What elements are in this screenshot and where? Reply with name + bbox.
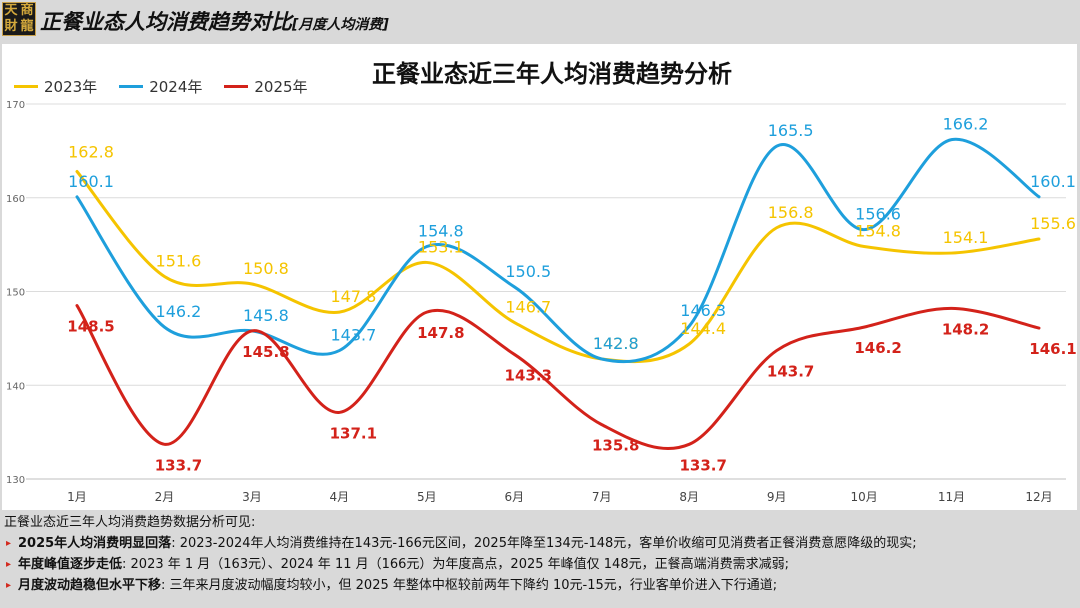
data-label: 148.5	[67, 318, 114, 336]
legend-label-2023: 2023年	[44, 78, 98, 96]
logo-char: 財	[4, 19, 18, 34]
x-tick-label: 7月	[592, 490, 612, 504]
data-label: 165.5	[768, 121, 814, 140]
data-label: 160.1	[1030, 172, 1076, 191]
triangle-bullet-icon: ▸	[6, 538, 12, 549]
legend-item-2024: 2024年	[119, 76, 202, 97]
data-label: 133.7	[679, 456, 726, 474]
y-tick-label: 160	[6, 194, 25, 205]
data-label: 145.8	[243, 306, 289, 325]
series-line-2023年	[75, 170, 1041, 364]
data-label: 145.8	[242, 343, 289, 361]
data-label: 146.2	[156, 302, 202, 321]
note-bullet: ▸ 年度峰值逐步走低: 2023 年 1 月（163元）、2024 年 11 月…	[4, 554, 1076, 575]
x-tick-label: 3月	[242, 490, 262, 504]
note-bullet: ▸ 2025年人均消费明显回落: 2023-2024年人均消费维持在143元-1…	[4, 533, 1076, 554]
data-label: 156.8	[768, 203, 814, 222]
legend-label-2025: 2025年	[254, 78, 308, 96]
page-title-text: 正餐业态人均消费趋势对比	[40, 10, 292, 34]
chart-title: 正餐业态近三年人均消费趋势分析	[372, 60, 732, 88]
data-label: 162.8	[68, 143, 114, 162]
legend-swatch-2025	[224, 85, 249, 88]
data-label: 144.4	[680, 319, 726, 338]
x-tick-label: 1月	[67, 490, 87, 504]
logo-char: 商	[20, 3, 34, 18]
x-tick-label: 9月	[767, 490, 787, 504]
data-label: 147.8	[417, 324, 464, 342]
data-label: 151.6	[156, 252, 202, 271]
note-bullet: ▸ 月度波动趋稳但水平下移: 三年来月度波动幅度均较小，但 2025 年整体中枢…	[4, 575, 1076, 596]
notes-intro: 正餐业态近三年人均消费趋势数据分析可见:	[4, 515, 256, 530]
x-tick-label: 6月	[504, 490, 524, 504]
x-tick-label: 8月	[679, 490, 699, 504]
y-tick-label: 140	[6, 381, 25, 392]
triangle-bullet-icon: ▸	[6, 559, 12, 570]
note-heading: 月度波动趋稳但水平下移	[18, 578, 162, 593]
data-label: 146.2	[854, 339, 901, 357]
x-tick-label: 2月	[155, 490, 175, 504]
page-title: 正餐业态人均消费趋势对比[月度人均消费]	[40, 6, 389, 36]
data-label: 146.3	[680, 301, 726, 320]
legend-item-2023: 2023年	[14, 76, 97, 97]
page-subtitle: [月度人均消费]	[292, 17, 389, 33]
analysis-notes: 正餐业态近三年人均消费趋势数据分析可见: ▸ 2025年人均消费明显回落: 20…	[4, 512, 1076, 596]
data-label: 143.3	[505, 366, 552, 384]
data-label: 137.1	[330, 424, 377, 442]
data-label: 142.8	[593, 334, 639, 353]
data-label: 135.8	[592, 437, 639, 455]
line-chart: 130 140 150 160 170 1月 2月 3月 4月 5月 6月 7月 8月 9月 10月 11月 1…	[6, 100, 1077, 504]
note-text: : 三年来月度波动幅度均较小，但 2025 年整体中枢较前两年下降约 10元-1…	[161, 578, 778, 593]
data-label: 166.2	[943, 115, 989, 134]
y-tick-label: 130	[6, 475, 25, 486]
chart-legend: 2023年 2024年 2025年	[14, 76, 308, 97]
series-line-2025年	[75, 304, 1041, 450]
legend-swatch-2023	[14, 85, 38, 88]
note-heading: 2025年人均消费明显回落	[18, 536, 172, 551]
x-tick-label: 5月	[417, 490, 437, 504]
legend-swatch-2024	[119, 85, 144, 88]
data-label: 153.1	[418, 237, 464, 256]
note-heading: 年度峰值逐步走低	[18, 557, 123, 572]
note-text: : 2023-2024年人均消费维持在143元-166元区间，2025年降至13…	[171, 536, 917, 551]
logo-char: 龍	[20, 19, 34, 34]
data-label: 146.7	[505, 297, 551, 316]
x-tick-label: 11月	[938, 490, 965, 504]
data-label: 147.8	[330, 287, 376, 306]
data-label: 150.8	[243, 259, 289, 278]
data-label: 154.1	[943, 228, 989, 247]
triangle-bullet-icon: ▸	[6, 580, 12, 591]
chart-panel: 130 140 150 160 170 1月 2月 3月 4月 5月 6月 7月 8月 9月 10月 11月 1…	[2, 44, 1077, 510]
x-tick-label: 4月	[330, 490, 350, 504]
data-label: 154.8	[855, 222, 901, 241]
note-text: : 2023 年 1 月（163元）、2024 年 11 月（166元）为年度高…	[122, 557, 789, 572]
legend-item-2025: 2025年	[224, 76, 308, 97]
series-line-2024年	[75, 138, 1041, 364]
data-label: 143.7	[767, 363, 814, 381]
data-label: 133.7	[155, 456, 202, 474]
x-tick-label: 10月	[850, 490, 877, 504]
brand-logo: 天 商 財 龍	[2, 2, 36, 36]
data-label: 148.2	[942, 320, 989, 338]
y-tick-label: 170	[6, 100, 25, 111]
data-label: 150.5	[505, 262, 551, 281]
data-label: 155.6	[1030, 214, 1076, 233]
data-label: 143.7	[330, 326, 376, 345]
x-tick-label: 12月	[1025, 490, 1052, 504]
data-label: 160.1	[68, 172, 114, 191]
data-label: 154.8	[418, 222, 464, 241]
logo-char: 天	[4, 3, 18, 18]
y-tick-label: 150	[6, 288, 25, 299]
data-label: 156.6	[855, 205, 901, 224]
data-label: 146.1	[1029, 340, 1076, 358]
legend-label-2024: 2024年	[149, 78, 203, 96]
data-label: 142.8	[593, 334, 639, 353]
